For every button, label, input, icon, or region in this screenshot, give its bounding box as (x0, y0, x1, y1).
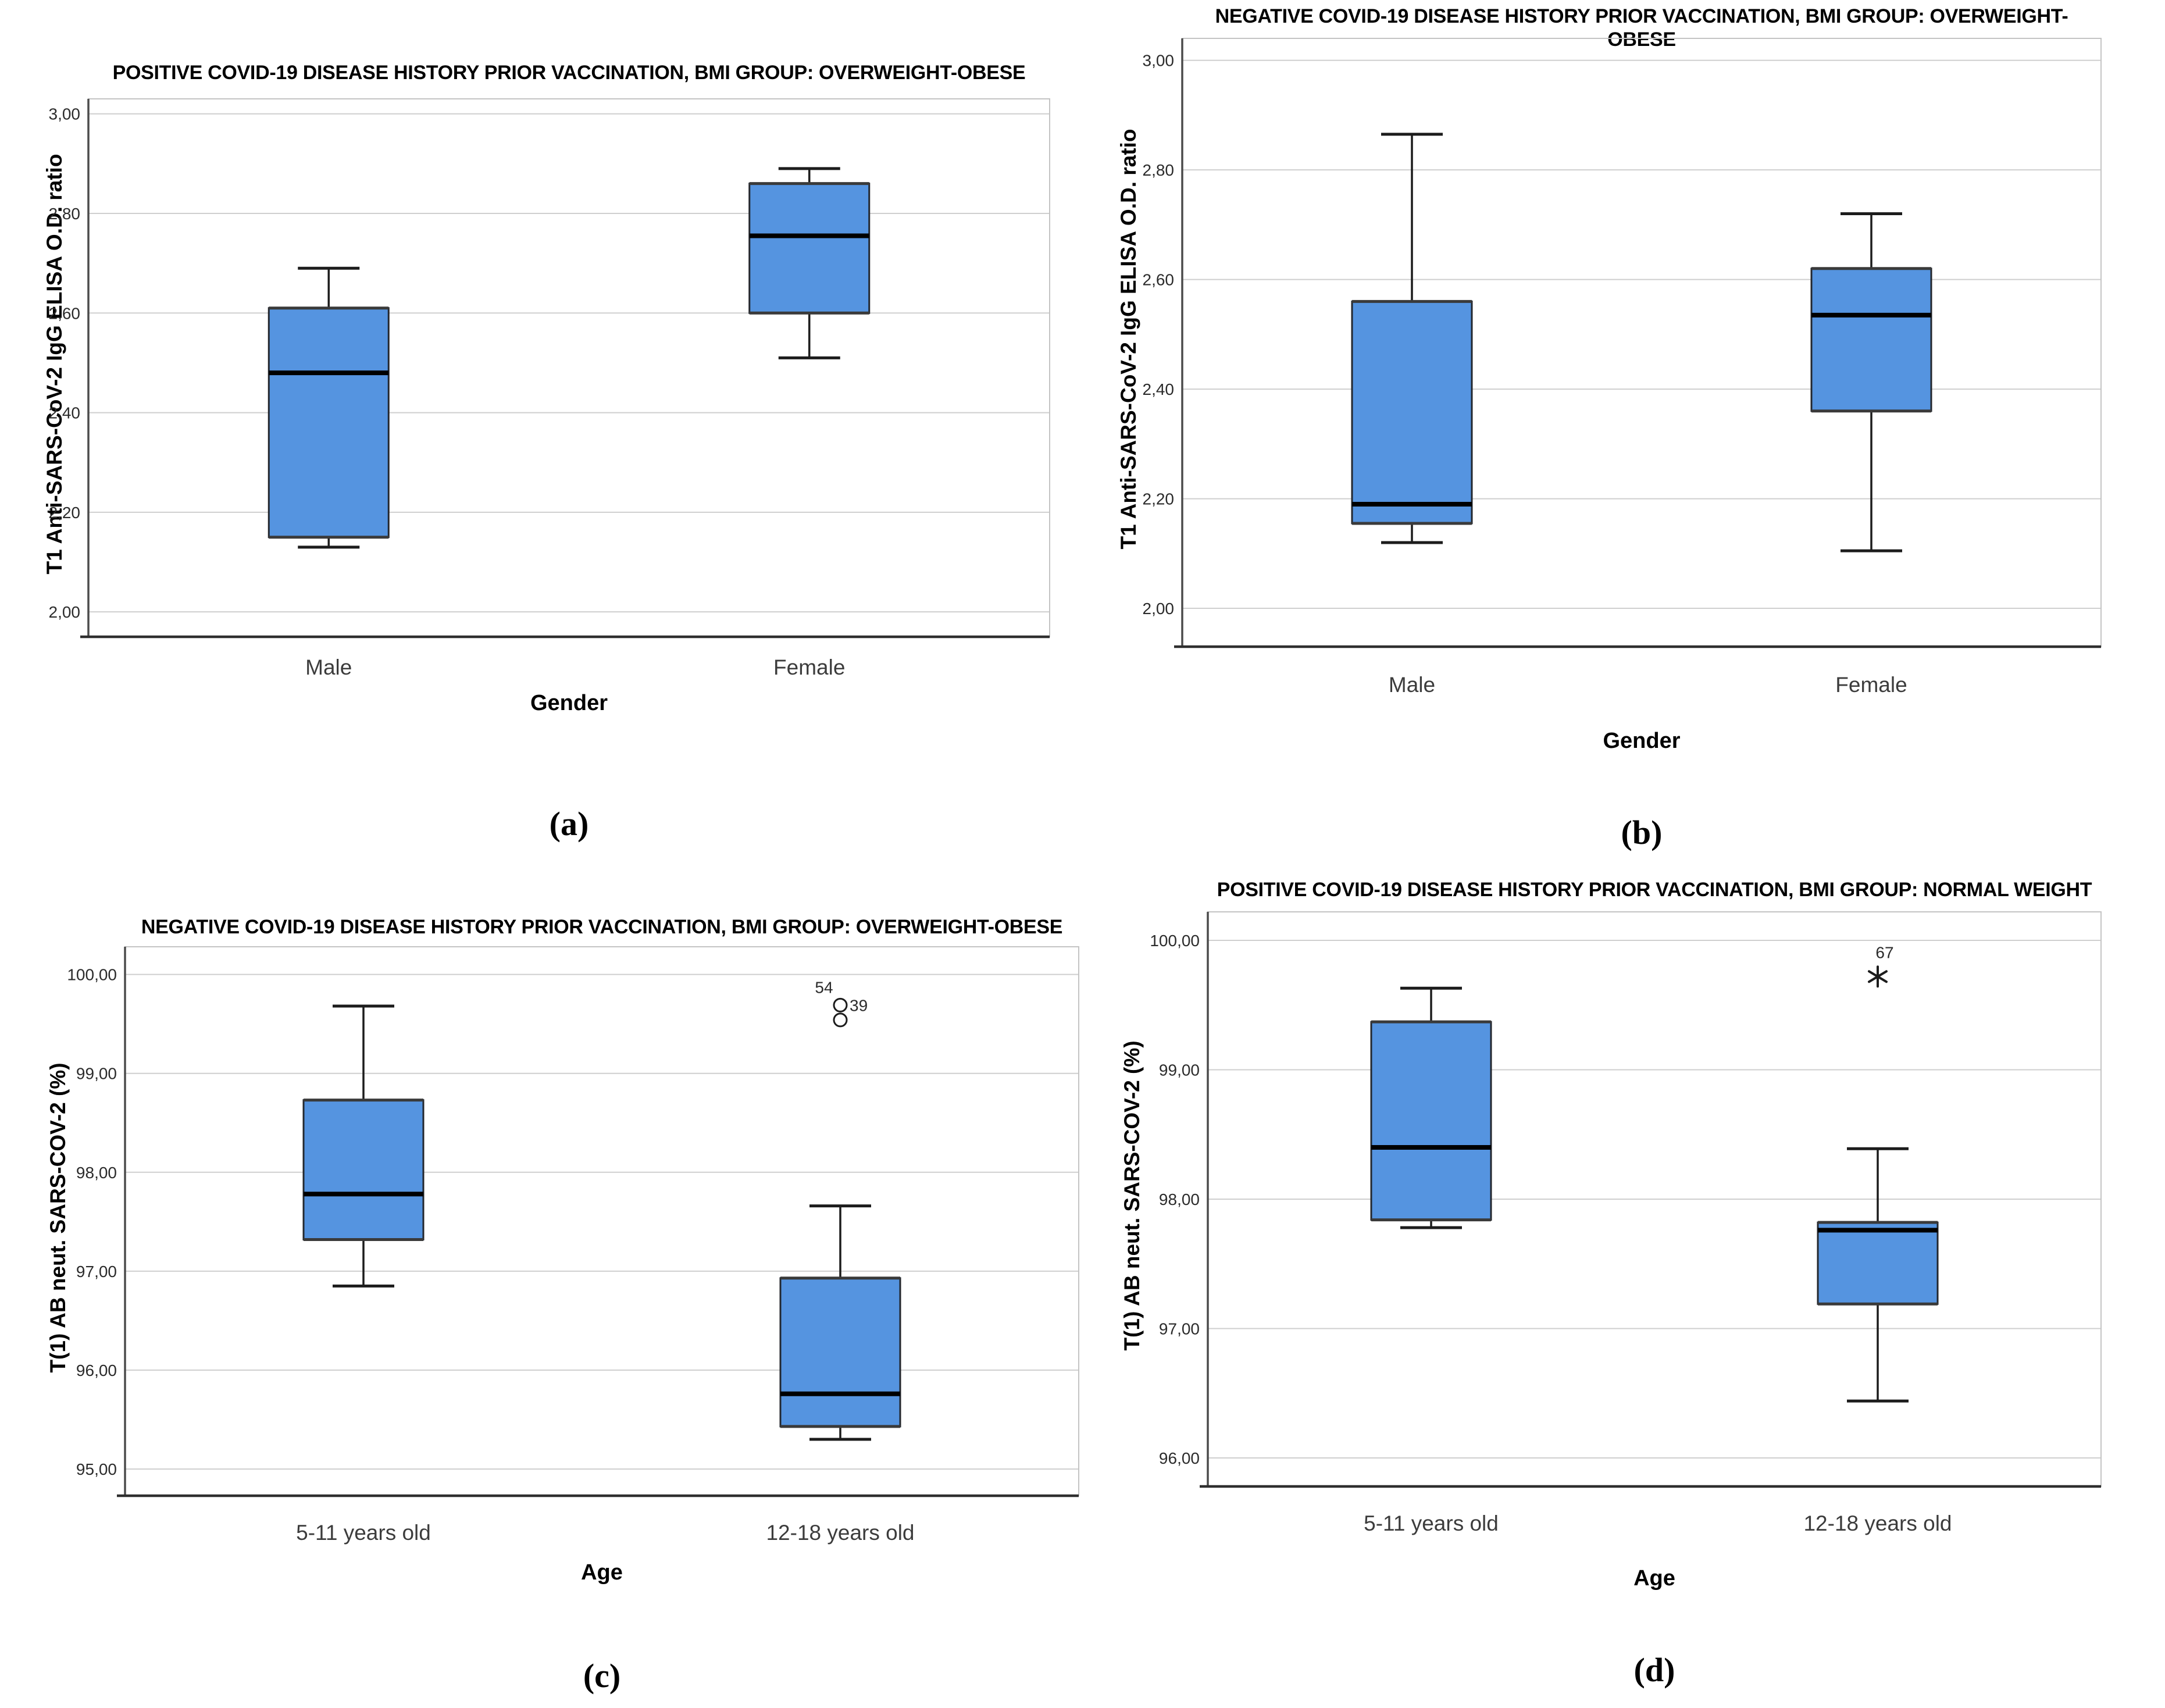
y-tick-label: 2,40 (1143, 380, 1175, 398)
chart-title-c: NEGATIVE COVID-19 DISEASE HISTORY PRIOR … (141, 916, 1063, 938)
panel-c: NEGATIVE COVID-19 DISEASE HISTORY PRIOR … (35, 872, 1105, 1708)
panel-b: NEGATIVE COVID-19 DISEASE HISTORY PRIOR … (1108, 0, 2165, 872)
outlier-case-label: 39 (850, 996, 868, 1014)
x-axis-title-c: Age (581, 1560, 623, 1585)
x-axis-title-d: Age (1633, 1566, 1675, 1591)
box-iqr (1351, 300, 1473, 525)
box-iqr (302, 1099, 425, 1240)
outlier-circle-marker (833, 997, 848, 1012)
box-iqr (748, 183, 871, 314)
y-tick-label: 100,00 (67, 966, 117, 984)
panel-a: POSITIVE COVID-19 DISEASE HISTORY PRIOR … (35, 44, 1082, 875)
y-tick-label: 2,80 (49, 205, 81, 223)
x-category-label: Male (1389, 673, 1435, 697)
plot-frame (88, 98, 1050, 637)
y-tick-label: 2,40 (49, 404, 81, 422)
box-iqr (1817, 1221, 1939, 1305)
plot-frame (1182, 38, 2102, 647)
chart-title-d: POSITIVE COVID-19 DISEASE HISTORY PRIOR … (1217, 879, 2092, 901)
panel-caption-b: (b) (1621, 814, 1663, 851)
x-category-label: Female (773, 655, 845, 679)
x-axis-title-a: Gender (530, 691, 608, 715)
box-iqr (1810, 268, 1932, 412)
y-tick-label: 3,00 (49, 105, 81, 123)
y-tick-label: 3,00 (1143, 52, 1175, 70)
box-plot-d: 100,00 99,00 98,00 97,00 96,00 5-11 years old… (1150, 911, 2102, 1535)
x-category-label: 5-11 years old (1364, 1511, 1499, 1535)
y-tick-label: 2,20 (49, 504, 81, 522)
x-category-label: 12-18 years old (1803, 1511, 1952, 1535)
y-tick-label: 2,80 (1143, 161, 1175, 179)
box-iqr (779, 1277, 901, 1428)
x-category-label: 12-18 years old (766, 1521, 914, 1545)
outlier-circle-marker (833, 1012, 848, 1028)
y-tick-label: 2,00 (49, 603, 81, 621)
panel-caption-d: (d) (1633, 1651, 1675, 1689)
y-tick-label: 99,00 (76, 1065, 117, 1083)
box-plot-b: 3,00 2,80 2,60 2,40 2,20 2,00 Male Female (1143, 38, 2102, 697)
y-tick-label: 2,60 (49, 304, 81, 322)
y-tick-label: 97,00 (76, 1263, 117, 1281)
x-axis-title-b: Gender (1603, 729, 1681, 753)
chart-title-b: NEGATIVE COVID-19 DISEASE HISTORY PRIOR … (1215, 5, 2068, 51)
box-plot-c: 100,00 99,00 98,00 97,00 96,00 95,00 5-11 year… (67, 946, 1079, 1545)
panel-d: POSITIVE COVID-19 DISEASE HISTORY PRIOR … (1108, 872, 2165, 1708)
x-category-label: Female (1835, 673, 1907, 697)
x-category-label: 5-11 years old (296, 1521, 431, 1545)
outlier-case-label: 67 (1875, 943, 1893, 961)
plot-frame (124, 946, 1079, 1496)
y-tick-label: 100,00 (1150, 932, 1200, 950)
y-tick-label: 2,00 (1143, 600, 1175, 618)
y-tick-label: 2,60 (1143, 271, 1175, 289)
outlier-star-marker (1868, 970, 1888, 983)
panel-caption-c: (c) (583, 1657, 621, 1695)
y-tick-label: 95,00 (76, 1460, 117, 1478)
annotation-label: 54 (815, 979, 833, 997)
x-category-label: Male (305, 655, 352, 679)
y-tick-label: 2,20 (1143, 490, 1175, 508)
y-tick-label: 96,00 (76, 1361, 117, 1379)
y-tick-label: 98,00 (76, 1164, 117, 1182)
y-tick-label: 98,00 (1159, 1190, 1200, 1208)
box-iqr (1370, 1021, 1492, 1221)
y-tick-label: 97,00 (1159, 1320, 1200, 1338)
panel-caption-a: (a) (549, 805, 589, 843)
y-tick-label: 99,00 (1159, 1061, 1200, 1079)
chart-title-a: POSITIVE COVID-19 DISEASE HISTORY PRIOR … (112, 62, 1026, 84)
box-plot-a: 3,00 2,80 2,60 2,40 2,20 2,00 Male Female (49, 98, 1050, 679)
y-tick-label: 96,00 (1159, 1449, 1200, 1467)
box-iqr (267, 307, 390, 539)
